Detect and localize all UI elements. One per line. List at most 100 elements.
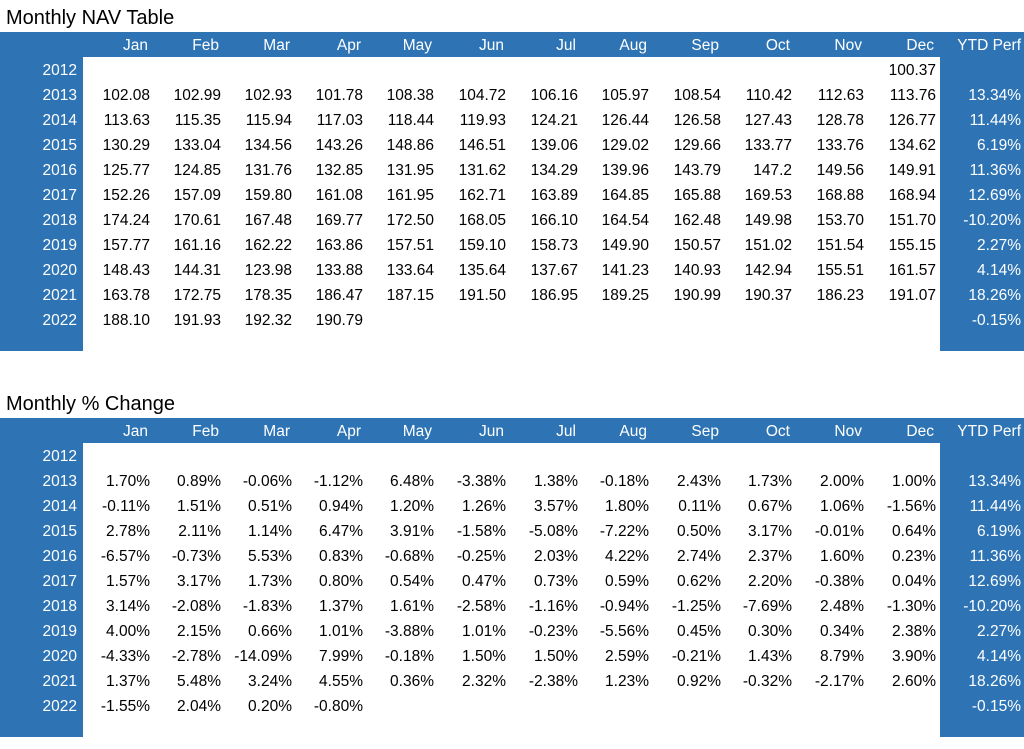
value-cell: 3.24% [248, 673, 292, 690]
value-cell: -0.18% [384, 648, 434, 665]
value-cell: 1.26% [462, 498, 506, 515]
month-header: Nov [834, 37, 862, 54]
ytd-cell: 11.36% [969, 548, 1021, 565]
value-cell: 149.98 [744, 212, 792, 229]
value-cell [651, 444, 723, 469]
value-cell: 168.94 [888, 187, 936, 204]
value-cell: 100.37 [888, 62, 936, 79]
year-label: 2013 [42, 87, 77, 104]
value-cell: 1.01% [319, 623, 363, 640]
value-cell: 1.61% [390, 598, 434, 615]
value-cell: 164.54 [601, 212, 649, 229]
year-label: 2014 [42, 498, 77, 515]
value-cell: 0.67% [748, 498, 792, 515]
value-cell: -1.56% [886, 498, 936, 515]
value-cell: 148.43 [102, 262, 150, 279]
value-cell: 155.15 [888, 237, 936, 254]
value-cell: 3.17% [748, 523, 792, 540]
table-row: 2012 [0, 444, 1024, 469]
table-row: 2018 174.24 170.61 167.48 169.77 172.50 168.05… [0, 208, 1024, 233]
value-cell: 123.98 [244, 262, 292, 279]
year-label: 2016 [42, 162, 77, 179]
value-cell: 2.04% [177, 698, 221, 715]
value-cell: 146.51 [458, 137, 506, 154]
value-cell: -2.78% [171, 648, 221, 665]
value-cell: 129.02 [601, 137, 649, 154]
ytd-cell [938, 444, 1024, 469]
value-cell: 1.60% [820, 548, 864, 565]
value-cell [651, 694, 723, 719]
value-cell: 1.37% [319, 598, 363, 615]
month-header: Aug [619, 37, 647, 54]
value-cell: 113.63 [103, 112, 150, 129]
value-cell: -3.38% [456, 473, 506, 490]
value-cell: 162.22 [244, 237, 292, 254]
value-cell: 133.64 [386, 262, 434, 279]
value-cell: 1.73% [748, 473, 792, 490]
value-cell: 172.50 [386, 212, 434, 229]
month-header: Jun [479, 423, 504, 440]
month-header: Aug [619, 423, 647, 440]
table-row: 2013 102.08 102.99 102.93 101.78 108.38 104.72… [0, 83, 1024, 108]
value-cell: 143.26 [315, 137, 363, 154]
value-cell: 3.17% [177, 573, 221, 590]
month-header: Nov [834, 423, 862, 440]
value-cell: 128.78 [816, 112, 864, 129]
value-cell: -0.06% [242, 473, 292, 490]
value-cell: -1.83% [242, 598, 292, 615]
table-row: 2018 3.14% -2.08% -1.83% 1.37% 1.61% -2.58% -1.… [0, 594, 1024, 619]
value-cell: 2.15% [177, 623, 221, 640]
month-header: Feb [192, 423, 219, 440]
value-cell: -6.57% [100, 548, 150, 565]
value-cell: 126.58 [673, 112, 721, 129]
ytd-cell: 2.27% [977, 623, 1021, 640]
ytd-cell: 12.69% [968, 187, 1021, 204]
value-cell: 162.71 [458, 187, 506, 204]
value-cell: 112.63 [817, 87, 864, 104]
value-cell [294, 444, 365, 469]
ytd-cell: 6.19% [977, 523, 1021, 540]
value-cell: -0.38% [814, 573, 864, 590]
value-cell: 147.2 [753, 162, 792, 179]
value-cell: 153.70 [816, 212, 864, 229]
value-cell [365, 308, 436, 333]
value-cell: 152.26 [102, 187, 150, 204]
value-cell: 124.85 [173, 162, 221, 179]
year-label: 2015 [42, 523, 77, 540]
value-cell [152, 58, 223, 83]
table-row: 2019 157.77 161.16 162.22 163.86 157.51 159.10… [0, 233, 1024, 258]
value-cell [223, 444, 294, 469]
value-cell: 169.53 [744, 187, 792, 204]
value-cell: 133.88 [315, 262, 363, 279]
value-cell: 0.34% [820, 623, 864, 640]
value-cell: 148.86 [386, 137, 434, 154]
value-cell [723, 308, 794, 333]
value-cell: 0.36% [390, 673, 434, 690]
value-cell: 168.88 [816, 187, 864, 204]
value-cell: 102.99 [173, 87, 221, 104]
value-cell: 157.09 [173, 187, 221, 204]
value-cell: 0.73% [534, 573, 578, 590]
value-cell: 101.78 [315, 87, 363, 104]
value-cell: 110.42 [745, 87, 792, 104]
year-label: 2020 [42, 262, 77, 279]
table-row: 2019 4.00% 2.15% 0.66% 1.01% -3.88% 1.01% -0.23… [0, 619, 1024, 644]
corner-cell [0, 33, 80, 58]
value-cell: 161.08 [315, 187, 363, 204]
value-cell: 1.51% [177, 498, 221, 515]
table-row: 2014 -0.11% 1.51% 0.51% 0.94% 1.20% 1.26% 3.57%… [0, 494, 1024, 519]
value-cell: 115.94 [245, 112, 292, 129]
year-label: 2015 [42, 137, 77, 154]
year-label: 2019 [42, 623, 77, 640]
value-cell: 142.94 [744, 262, 792, 279]
value-cell: 7.99% [319, 648, 363, 665]
month-header: May [402, 37, 432, 54]
value-cell: 140.93 [673, 262, 721, 279]
table-row: 2020 -4.33% -2.78% -14.09% 7.99% -0.18% 1.50% 1… [0, 644, 1024, 669]
value-cell: 2.38% [892, 623, 936, 640]
value-cell: 0.54% [390, 573, 434, 590]
value-cell: 105.97 [601, 87, 649, 104]
value-cell: 159.80 [244, 187, 292, 204]
value-cell: 2.00% [820, 473, 864, 490]
year-label: 2022 [42, 698, 77, 715]
